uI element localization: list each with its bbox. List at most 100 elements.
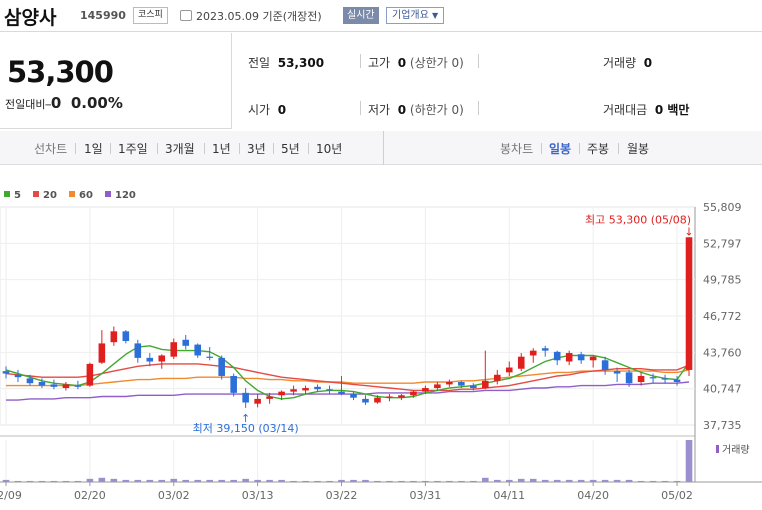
candle-daily[interactable]: 일봉 [549, 142, 572, 156]
period-1d[interactable]: 1일 [84, 142, 103, 156]
x-tick-label: 03/02 [158, 489, 190, 502]
candle-body [338, 391, 345, 395]
realtime-button[interactable]: 실시간 [343, 7, 379, 24]
divider [579, 143, 580, 154]
candle-body [398, 395, 405, 398]
corp-info-dropdown[interactable]: 기업개요 ▼ [386, 7, 445, 24]
candle-body [110, 331, 118, 343]
volume-bar [2, 479, 10, 482]
divider [478, 54, 479, 68]
candle-body [158, 355, 166, 362]
candle-weekly[interactable]: 주봉 [587, 142, 610, 156]
candle-body [98, 343, 106, 363]
ma60-line [6, 369, 690, 387]
candle-body [314, 386, 321, 390]
candle-body [410, 391, 417, 396]
legend-swatch [105, 191, 111, 197]
candle-body [122, 331, 130, 341]
volume-bar [482, 477, 489, 482]
volume-bar [493, 479, 501, 482]
volume-bar [134, 479, 142, 482]
low-price: 저가 0 (하한가 0) [368, 101, 464, 118]
candle-chart-label: 봉차트 [500, 142, 534, 156]
divider [541, 143, 542, 154]
period-5y[interactable]: 5년 [281, 142, 300, 156]
divider [308, 143, 309, 154]
volume-bar [62, 480, 70, 482]
period-3m[interactable]: 3개월 [165, 142, 195, 156]
y-tick-label: 37,735 [703, 419, 742, 432]
trade-amount: 거래대금 0 백만 [603, 101, 689, 118]
stock-name: 삼양사 [4, 7, 57, 29]
volume-label: 거래량 [603, 56, 637, 70]
x-tick-label: 02/09 [0, 489, 22, 502]
legend-label: 60 [79, 190, 93, 201]
candle-body [146, 357, 154, 362]
volume-bar [50, 480, 58, 482]
volume-bar [685, 440, 693, 482]
candle-body [266, 396, 273, 399]
candle-body [362, 398, 369, 403]
volume-bar [302, 480, 309, 482]
stock-header: 삼양사 145990 코스피 2023.05.09 기준(개장전) 실시간 기업… [0, 0, 762, 32]
candle-body [613, 371, 621, 374]
upper-limit: (상한가 0) [409, 56, 464, 70]
volume-bar [86, 478, 94, 482]
x-tick-label: 04/11 [493, 489, 525, 502]
divider [618, 143, 619, 154]
candle-body [541, 348, 549, 351]
candle-body [62, 384, 70, 389]
volume-bar [278, 479, 285, 482]
candle-body [170, 342, 178, 357]
amount-label: 거래대금 [603, 103, 648, 117]
legend-label: 20 [43, 190, 57, 201]
volume-bar [122, 479, 130, 482]
volume-legend-swatch [716, 445, 719, 453]
candle-body [661, 378, 669, 380]
period-10y[interactable]: 10년 [316, 142, 343, 156]
candle-body [74, 385, 82, 387]
volume-bar [98, 477, 106, 482]
legend-label: 5 [14, 190, 21, 201]
legend-swatch [4, 191, 10, 197]
volume-bar [182, 479, 190, 482]
volume-bar [553, 479, 561, 482]
x-tick-label: 03/13 [242, 489, 274, 502]
candle-body [446, 382, 453, 385]
period-1y[interactable]: 1년 [212, 142, 231, 156]
volume-bar [637, 480, 645, 482]
volume-bar [26, 480, 34, 482]
volume-bar [577, 479, 585, 482]
volume-bar [338, 479, 345, 482]
candle-body [86, 363, 94, 386]
candle-body [2, 371, 10, 374]
y-tick-label: 55,809 [703, 201, 742, 214]
candle-body [182, 339, 190, 346]
period-3y[interactable]: 3년 [247, 142, 266, 156]
x-tick-label: 05/02 [661, 489, 693, 502]
volume-bar [446, 480, 453, 482]
divider [360, 54, 361, 68]
change-rate: 0.00% [70, 94, 123, 112]
volume-bar [589, 479, 597, 482]
change-value: 0 [50, 94, 62, 112]
candle-body [350, 394, 357, 398]
y-tick-label: 52,797 [703, 237, 742, 250]
high-arrow-icon: ↓ [684, 225, 693, 238]
volume-bar [374, 480, 381, 482]
candle-body [230, 375, 237, 393]
prev-value: 53,300 [277, 56, 325, 70]
volume-bar [230, 479, 237, 482]
candle-monthly[interactable]: 월봉 [627, 142, 650, 156]
candle-body [505, 367, 513, 373]
x-tick-label: 03/31 [410, 489, 442, 502]
candle-body [302, 388, 309, 391]
period-1w[interactable]: 1주일 [118, 142, 148, 156]
open-label: 시가 [248, 103, 271, 117]
volume-bar [517, 478, 525, 482]
high-annotation: 최고 53,300 (05/08) [585, 213, 691, 226]
volume-bar [38, 480, 46, 482]
volume-bar [613, 479, 621, 482]
open-value: 0 [277, 103, 287, 117]
corp-info-label: 기업개요 [392, 10, 429, 21]
